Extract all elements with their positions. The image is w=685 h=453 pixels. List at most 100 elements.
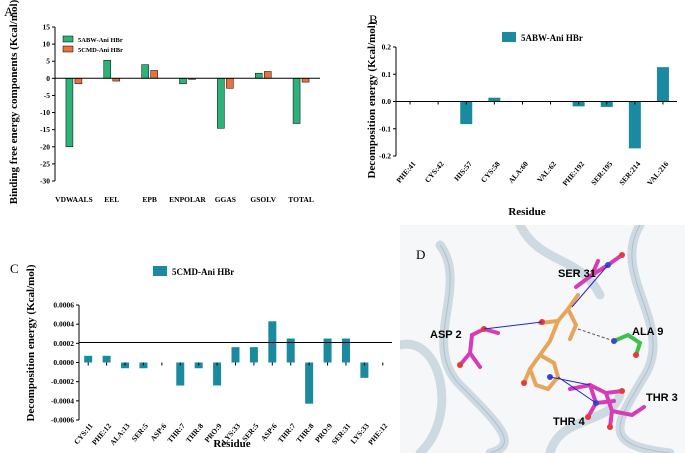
residue-label-ser31: SER 31 xyxy=(558,268,596,280)
panel-a-ylabel: Binding free energy components (Kcal/mol… xyxy=(8,0,20,204)
panel-c-legend: 5CMD-Ani HBr xyxy=(153,266,234,277)
bar-eel-0 xyxy=(103,59,112,79)
ytick-label: 10 xyxy=(43,40,51,49)
xtick-label: GGAS xyxy=(215,195,236,204)
xtick-label: ALA:13 xyxy=(108,421,132,447)
bar-cys-58-0 xyxy=(488,97,501,102)
residue-ser31-sticks xyxy=(574,253,624,289)
xtick-label: THR:7 xyxy=(165,421,187,444)
ytick-label: 0.0002 xyxy=(53,339,74,348)
legend-swatch-b xyxy=(502,32,516,42)
ytick-label: -25 xyxy=(40,159,50,168)
legend-swatch-c xyxy=(153,266,167,276)
ytick-label: -0.0006 xyxy=(51,416,74,425)
panel-b-chart: B Decomposition energy (Kcal/mol) Residu… xyxy=(366,12,677,218)
legend-label-5cmd: 5CMD-Ani HBr xyxy=(78,47,123,54)
bar-vdwaals-0 xyxy=(65,78,74,148)
ytick-label: -0.0004 xyxy=(51,396,74,405)
panel-a-chart: A Binding free energy components (Kcal/m… xyxy=(4,0,320,204)
xtick-label: VDWAALS xyxy=(55,195,93,204)
bar-asp-6-0 xyxy=(268,321,277,363)
panel-a-label: A xyxy=(4,4,14,19)
xtick-label: SER:214 xyxy=(617,159,642,187)
legend-label-c: 5CMD-Ani HBr xyxy=(172,267,234,277)
thr-oxygen xyxy=(585,414,591,420)
panel-b-ylabel: Decomposition energy (Kcal/mol) xyxy=(366,21,378,178)
xtick-label: ENPOLAR xyxy=(169,195,206,204)
xtick-label: VAL:62 xyxy=(535,159,558,184)
xtick-label: TOTAL xyxy=(288,195,314,204)
xtick-label: THR:7 xyxy=(276,421,298,444)
bar-thr-8-0 xyxy=(305,362,314,404)
xtick-label: CYS:42 xyxy=(423,159,446,184)
hydrophobic-contact xyxy=(577,328,615,342)
xtick-label: SER:5 xyxy=(130,421,150,443)
xtick-label: PHE:41 xyxy=(394,159,417,184)
asp2-oxygen xyxy=(457,362,463,368)
ytick-label: -20 xyxy=(40,142,50,151)
panel-c-label: C xyxy=(10,261,19,276)
xtick-label: EEL xyxy=(104,195,119,204)
bar-thr-7-0 xyxy=(286,338,295,363)
ytick-label: -0.1 xyxy=(379,124,391,133)
ytick-label: 0.1 xyxy=(382,70,392,79)
ytick-label: -30 xyxy=(40,177,50,186)
xtick-label: GSOLV xyxy=(250,195,276,204)
panel-c-ylabel: Decomposition energy (Kcal/mol) xyxy=(25,264,37,421)
bar-vdwaals-1 xyxy=(74,78,83,85)
xtick-label: VAL:216 xyxy=(645,159,670,187)
thr-oxygen-3 xyxy=(607,424,613,430)
legend-swatch-5cmd xyxy=(62,45,74,53)
ser31-oxygen xyxy=(619,252,625,258)
xtick-label: ALA:60 xyxy=(506,159,530,185)
ytick-label: 0.0006 xyxy=(53,301,74,310)
ytick-label: 0.2 xyxy=(382,43,392,52)
ytick-label: 0.0004 xyxy=(53,320,74,329)
bar-ser-31-0 xyxy=(341,338,350,363)
ytick-label: -5 xyxy=(44,91,50,100)
bar-total-0 xyxy=(292,78,301,124)
legend-label-b: 5ABW-Ani HBr xyxy=(521,33,583,43)
legend-label-5abw: 5ABW-Ani HBr xyxy=(78,37,123,44)
ytick-label: 15 xyxy=(43,23,51,32)
panel-b-legend: 5ABW-Ani HBr xyxy=(502,32,583,43)
bar-thr-7-0 xyxy=(176,362,185,386)
bar-enpolar-0 xyxy=(179,78,187,85)
ytick-label: 0 xyxy=(46,74,50,83)
bar-cys-11-0 xyxy=(84,355,93,363)
panel-c-xlabel: Residue xyxy=(213,438,250,450)
residue-label-thr4: THR 4 xyxy=(553,416,586,428)
bar-epb-0 xyxy=(141,64,149,79)
xtick-label: CYS:58 xyxy=(479,159,502,184)
xtick-label: PHE:192 xyxy=(561,159,587,187)
ytick-label: 0.0 xyxy=(382,97,392,106)
ytick-label: 0.0000 xyxy=(53,358,74,367)
ytick-label: 5 xyxy=(46,57,50,66)
residue-label-asp2: ASP 2 xyxy=(430,329,462,341)
bar-phe-12-0 xyxy=(102,355,111,363)
xtick-label: THR:8 xyxy=(184,421,206,444)
xtick-label: EPB xyxy=(142,195,157,204)
xtick-label: SER:195 xyxy=(589,159,614,187)
bar-ser-5-0 xyxy=(249,347,258,363)
bar-epb-1 xyxy=(150,70,158,79)
panel-b-xlabel: Residue xyxy=(508,206,545,218)
protein-ribbon-outline xyxy=(439,225,671,453)
bar-his-57-0 xyxy=(460,101,473,125)
bar-pro-9-0 xyxy=(323,338,332,363)
ala9-oxygen xyxy=(633,352,639,358)
residue-label-ala9: ALA 9 xyxy=(632,326,663,338)
residue-ala9-sticks xyxy=(612,332,643,357)
panel-c-chart: C Decomposition energy (Kcal/mol) Residu… xyxy=(10,261,392,450)
ytick-label: -0.0002 xyxy=(51,377,74,386)
bar-val-216-0 xyxy=(656,67,669,102)
xtick-label: SER:31 xyxy=(330,421,353,446)
bar-lys-33-0 xyxy=(231,347,240,363)
bar-ggas-1 xyxy=(226,78,234,89)
bar-lys-33-0 xyxy=(360,362,369,378)
ligand-oxygen-2 xyxy=(521,380,527,386)
legend-swatch-5abw xyxy=(62,35,74,43)
xtick-label: THR:8 xyxy=(294,421,316,444)
bar-total-1 xyxy=(301,78,310,83)
ytick-label: -15 xyxy=(40,125,50,134)
